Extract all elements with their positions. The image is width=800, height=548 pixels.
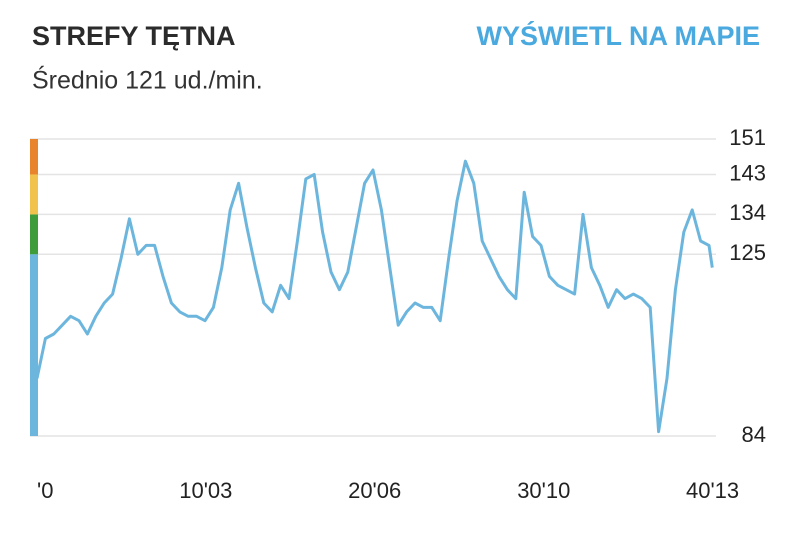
chart-title: STREFY TĘTNA [32, 21, 236, 51]
y-tick-label: 134 [729, 200, 766, 225]
zone-bar [30, 214, 38, 255]
y-tick-label: 125 [729, 240, 766, 265]
x-tick-label: '0 [37, 478, 53, 503]
y-tick-label: 84 [742, 422, 766, 447]
subtitle: Średnio 121 ud./min. [32, 65, 263, 95]
heart-rate-line [35, 159, 714, 434]
x-tick-label: 10'03 [179, 478, 232, 503]
zone-bar [30, 254, 38, 436]
x-tick-label: 30'10 [517, 478, 570, 503]
x-tick-label: 40'13 [686, 478, 739, 503]
map-link[interactable]: WYŚWIETL NA MAPIE [477, 20, 761, 51]
y-tick-label: 151 [729, 125, 766, 150]
y-tick-label: 143 [729, 160, 766, 185]
zone-bar [30, 174, 38, 215]
x-tick-label: 20'06 [348, 478, 401, 503]
zone-bar [30, 139, 38, 175]
